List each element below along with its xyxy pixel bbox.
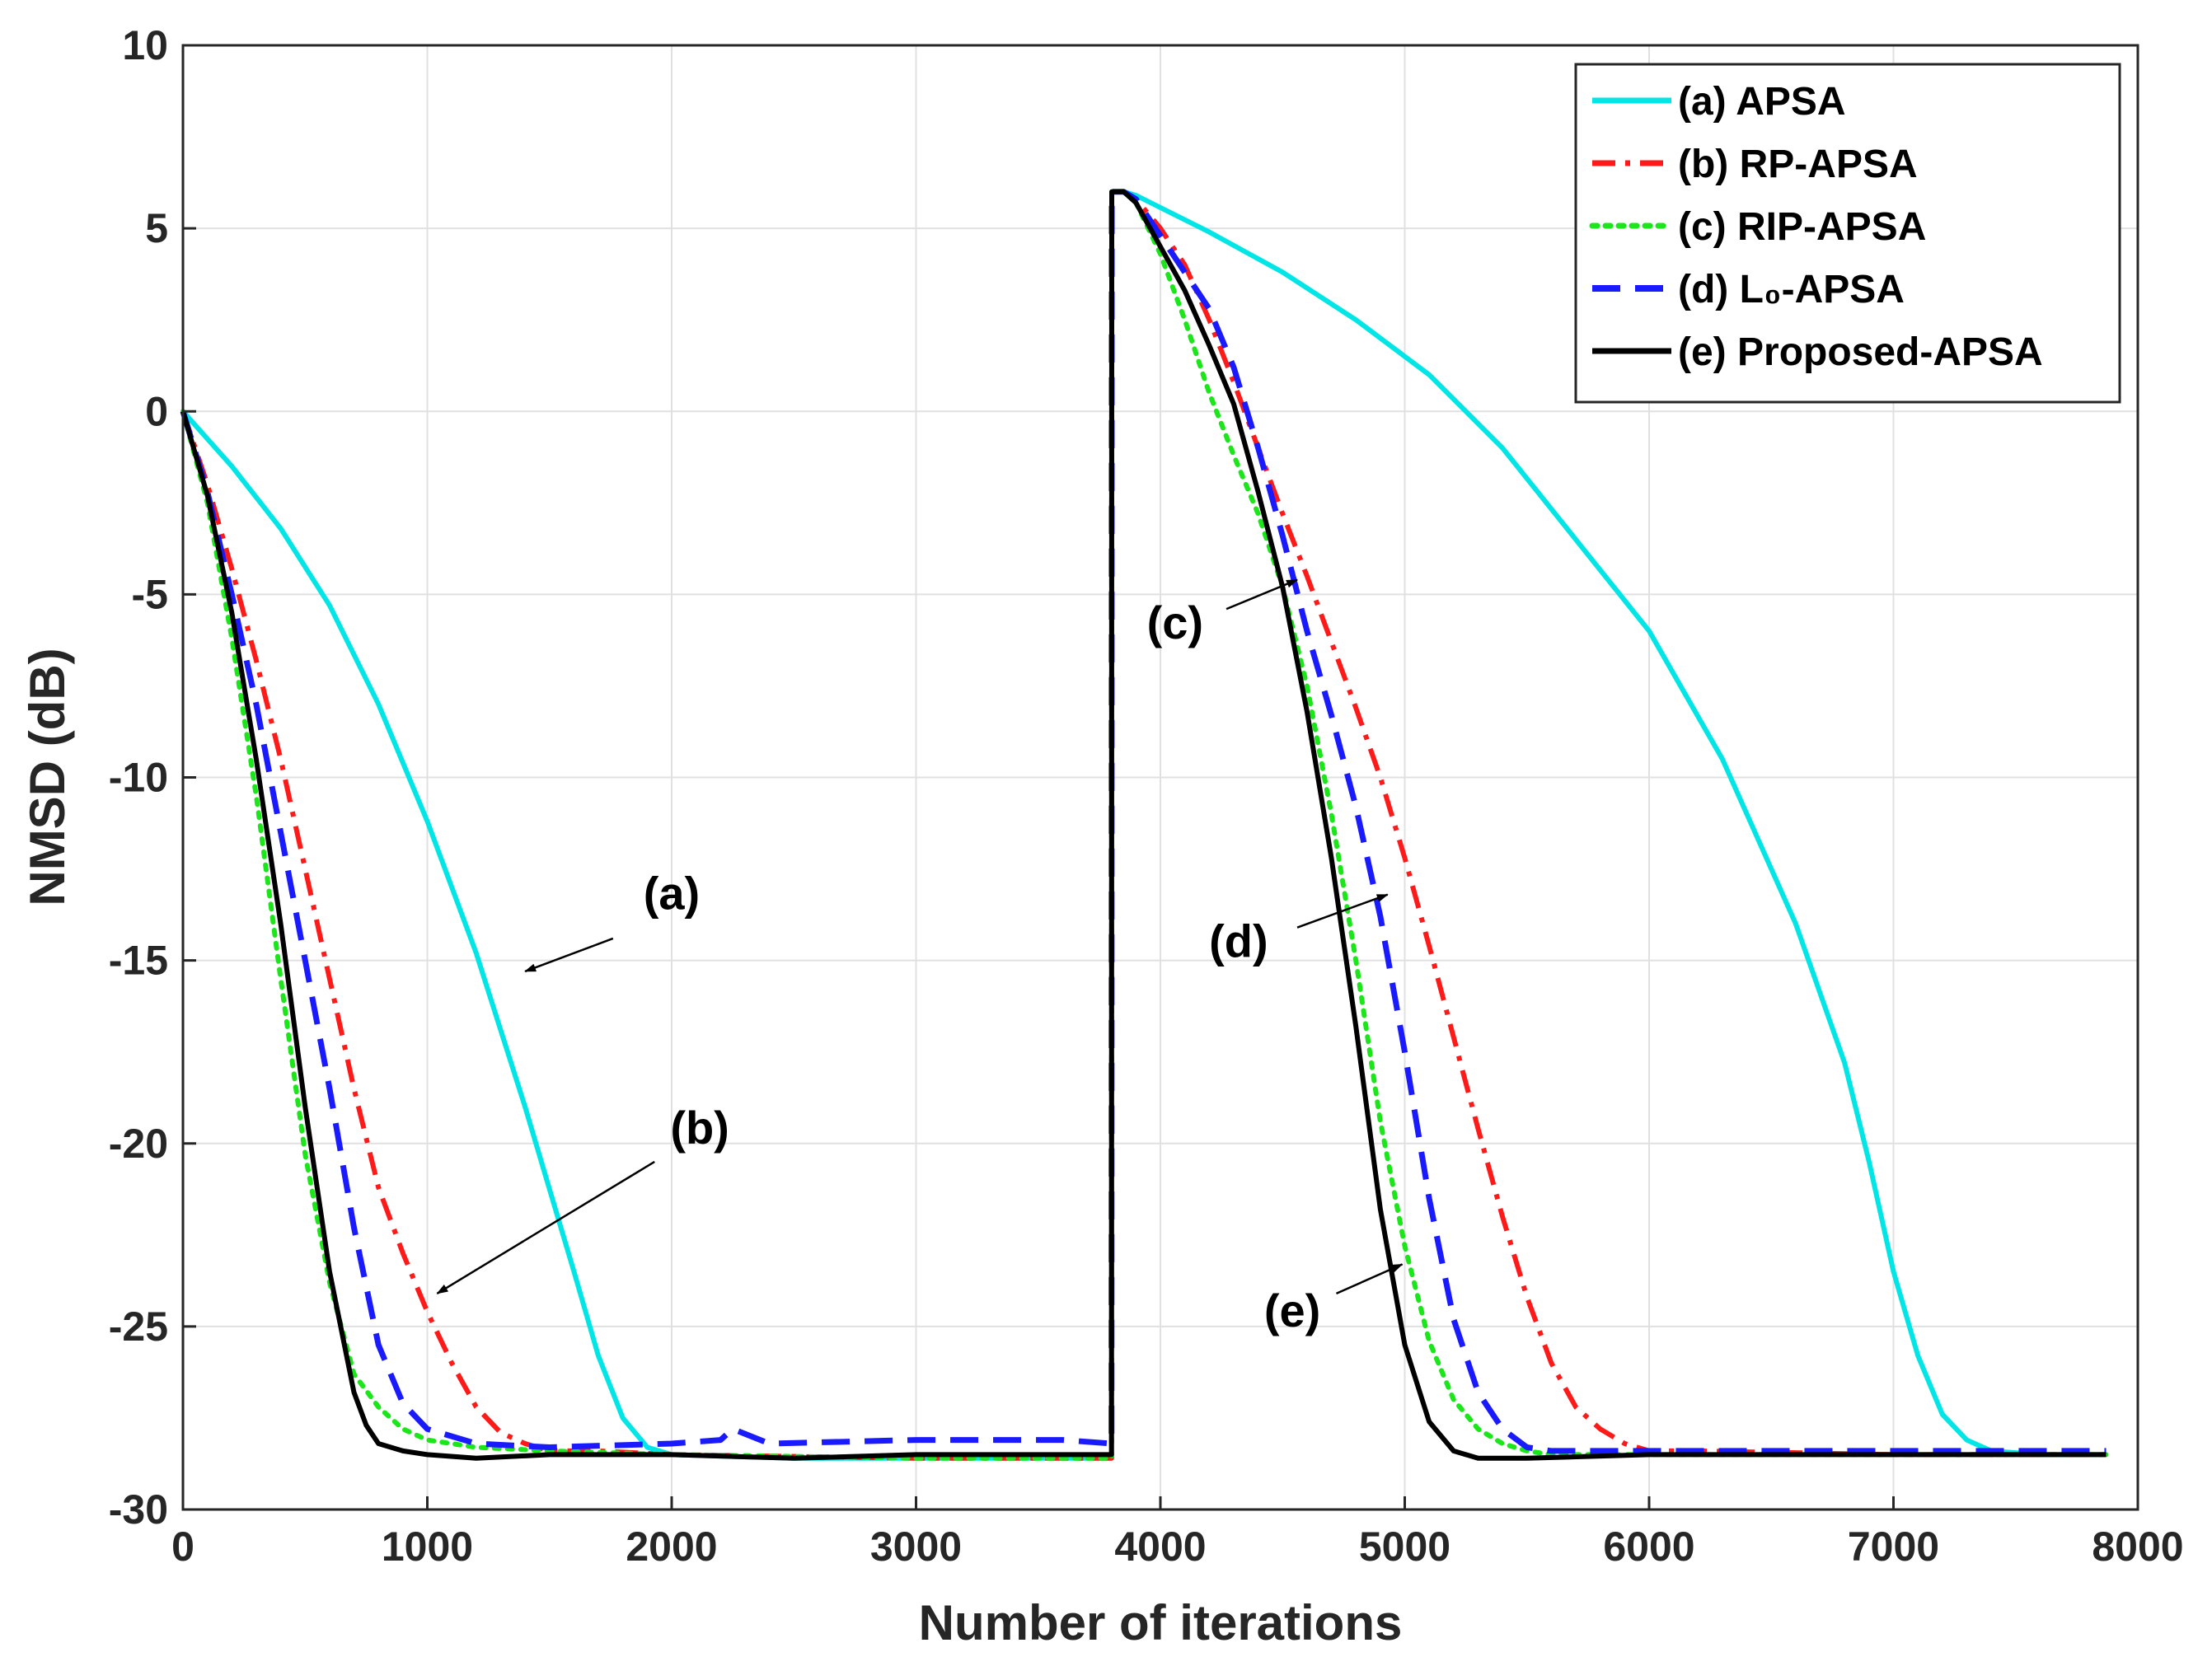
- x-tick-label: 6000: [1603, 1524, 1694, 1570]
- annotation-label: (a): [644, 868, 700, 920]
- axis-ticks: 0 1000 2000 3000 4000 5000 6000 7000 8000 10 5 0 -5 -…: [109, 22, 2184, 1570]
- legend-box: [1574, 63, 2121, 404]
- legend-label-b-rp-apsa: (b) RP-APSA: [1678, 143, 1918, 186]
- series-line-e-proposed-apsa: [180, 189, 2107, 1461]
- y-tick-label: -30: [109, 1486, 168, 1533]
- y-tick-label: -15: [109, 938, 168, 984]
- x-tick-label: 5000: [1359, 1524, 1450, 1570]
- series-line-b-rp-apsa: [180, 189, 2107, 1461]
- annotation-arrow: [436, 1160, 655, 1294]
- y-tick-label: -10: [109, 755, 168, 801]
- annotation-arrow: [1226, 578, 1298, 611]
- x-tick-label: 2000: [626, 1524, 717, 1570]
- legend-label-a-apsa: (a) APSA: [1678, 80, 1846, 124]
- y-tick-label: 10: [122, 22, 168, 68]
- annotation-arrow: [1335, 1263, 1404, 1295]
- annotation-arrow: [1296, 893, 1389, 929]
- y-tick-label: -5: [132, 571, 168, 617]
- annotation-label: (c): [1147, 597, 1203, 648]
- x-tick-label: 7000: [1848, 1524, 1939, 1570]
- x-tick-label: 0: [171, 1524, 194, 1570]
- x-tick-label: 8000: [2092, 1524, 2183, 1570]
- legend-label-e-proposed-apsa: (e) Proposed-APSA: [1678, 330, 2043, 374]
- legend-label-d-l-apsa: (d) L₀-APSA: [1678, 268, 1905, 311]
- annotation-label: (d): [1209, 915, 1268, 967]
- x-axis-label: Number of iterations: [919, 1595, 1403, 1650]
- y-tick-label: 5: [145, 205, 168, 251]
- y-tick-label: -25: [109, 1304, 168, 1350]
- annotation-arrow: [524, 937, 614, 973]
- y-tick-label: 0: [145, 388, 168, 434]
- legend-label-c-rip-apsa: (c) RIP-APSA: [1678, 205, 1926, 249]
- annotation-label: (e): [1264, 1285, 1320, 1336]
- y-tick-label: -20: [109, 1121, 168, 1167]
- y-axis-label: NMSD (dB): [20, 648, 75, 906]
- annotation-label: (b): [670, 1102, 729, 1154]
- x-tick-label: 1000: [382, 1524, 473, 1570]
- series-layer: [180, 189, 2109, 1461]
- legend: (a) APSA (b) RP-APSA (c) RIP-APSA (d) L₀-AP…: [1574, 63, 2121, 404]
- annotation-layer: (a) (b) (c) (d) (e): [436, 578, 1404, 1336]
- x-tick-label: 4000: [1114, 1524, 1206, 1570]
- x-tick-label: 3000: [870, 1524, 962, 1570]
